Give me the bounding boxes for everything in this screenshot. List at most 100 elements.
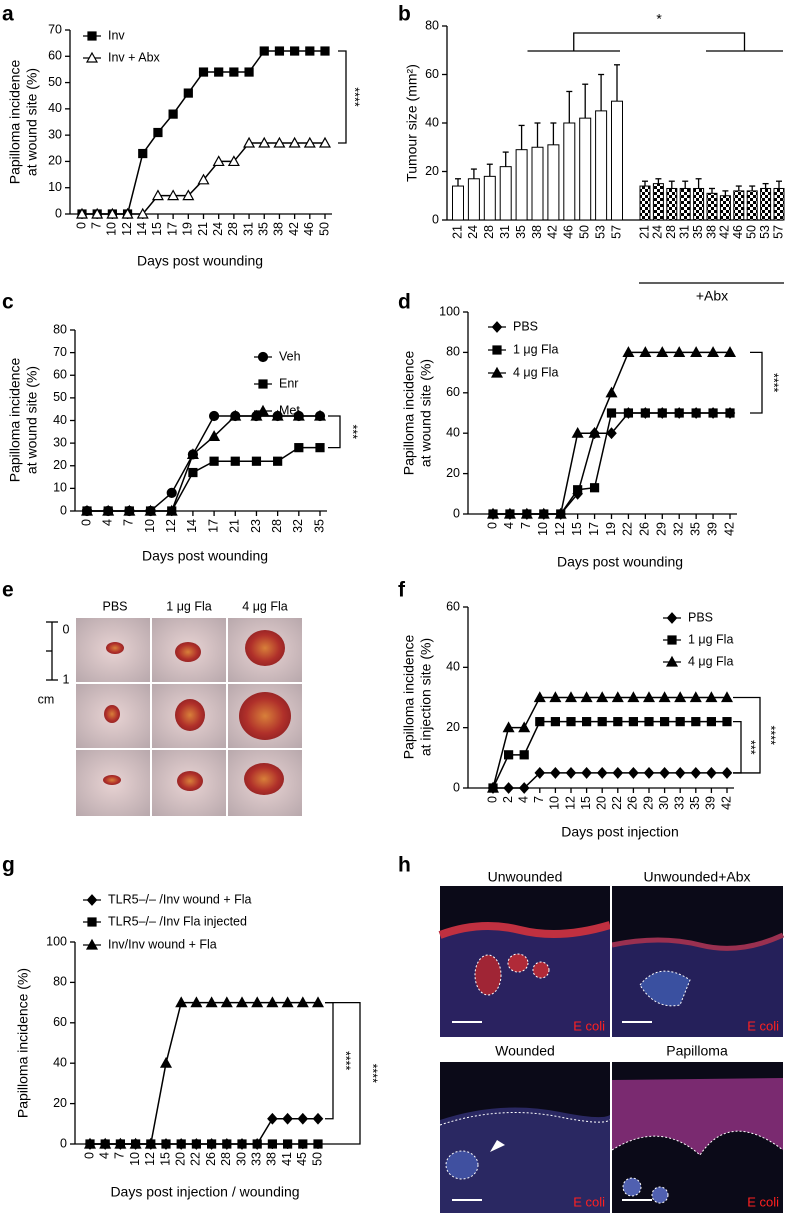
- marker: [605, 386, 618, 398]
- y-tick-label: 20: [446, 466, 460, 480]
- marker: [303, 136, 316, 148]
- y-tick-label: 70: [53, 345, 67, 359]
- x-tick-label: 26: [638, 522, 652, 536]
- y-tick-label: 40: [446, 660, 460, 674]
- y-tick-label: 70: [48, 22, 62, 36]
- marker: [490, 366, 504, 378]
- x-tick-label: 4: [100, 519, 114, 526]
- x-tick-label: 42: [287, 222, 301, 236]
- marker: [597, 717, 607, 727]
- bar: [679, 187, 691, 221]
- marker: [165, 504, 178, 516]
- marker: [533, 691, 546, 703]
- x-tick-label: 30: [234, 1152, 248, 1166]
- marker: [580, 691, 593, 703]
- x-tick-label: 57: [609, 225, 623, 239]
- marker: [292, 409, 305, 421]
- marker: [123, 504, 136, 516]
- x-tick-label: 15: [158, 1152, 172, 1166]
- y-tick-label: 80: [425, 18, 439, 32]
- x-tick-label: 50: [310, 1152, 324, 1166]
- series-line: [492, 720, 727, 789]
- marker: [657, 408, 667, 418]
- marker: [311, 996, 325, 1008]
- marker: [674, 691, 687, 703]
- panel-letter: a: [2, 3, 14, 26]
- x-tick-label: 39: [704, 796, 718, 810]
- marker: [198, 67, 209, 77]
- marker: [188, 467, 198, 478]
- series-line: [493, 772, 727, 789]
- marker: [271, 409, 284, 421]
- marker: [707, 346, 720, 357]
- x-axis-label: Days post injection: [561, 824, 679, 840]
- x-tick-label: 46: [562, 225, 576, 239]
- x-tick-label: 38: [272, 222, 286, 236]
- x-tick-label: 42: [719, 796, 733, 810]
- marker: [565, 767, 577, 779]
- marker: [144, 504, 157, 516]
- marker: [550, 717, 561, 727]
- y-tick-label: 40: [53, 1055, 67, 1069]
- series-line: [492, 696, 727, 789]
- marker: [121, 207, 134, 219]
- marker: [690, 346, 703, 357]
- marker: [282, 1112, 293, 1125]
- scale-label: 1: [63, 672, 70, 686]
- marker: [229, 409, 242, 421]
- marker: [294, 443, 304, 453]
- marker: [589, 483, 600, 493]
- marker: [209, 456, 219, 466]
- marker: [258, 136, 271, 148]
- series-line: [87, 446, 320, 512]
- marker: [305, 46, 315, 56]
- x-tick-label: 24: [651, 225, 665, 239]
- marker: [207, 1139, 217, 1149]
- marker: [136, 207, 149, 219]
- marker: [182, 189, 195, 201]
- legend-label: PBS: [688, 610, 713, 624]
- x-tick-label: 21: [228, 519, 242, 533]
- significance-bracket: [750, 351, 763, 414]
- y-tick-label: 60: [48, 49, 62, 63]
- x-tick-label: 22: [189, 1152, 203, 1166]
- bar: [547, 144, 560, 221]
- marker: [85, 51, 99, 63]
- x-tick-label: 53: [758, 225, 772, 239]
- marker: [175, 996, 188, 1008]
- significance-bracket: [325, 1001, 361, 1145]
- marker: [627, 691, 640, 703]
- legend-label: TLR5–/– /Inv wound + Fla: [108, 892, 252, 906]
- marker: [222, 1139, 232, 1149]
- x-tick-label: 10: [143, 519, 157, 533]
- panel-letter: d: [398, 291, 411, 314]
- marker: [674, 408, 684, 418]
- scale-unit: cm: [38, 692, 55, 706]
- x-tick-label: 38: [530, 225, 544, 239]
- marker: [183, 88, 193, 98]
- marker: [258, 379, 268, 389]
- x-tick-label: 15: [570, 522, 584, 536]
- marker: [99, 1137, 112, 1149]
- x-tick-label: 22: [621, 522, 635, 536]
- marker: [297, 1112, 309, 1125]
- marker: [665, 655, 679, 667]
- column-label: PBS: [102, 599, 127, 613]
- y-tick-label: 20: [446, 720, 460, 734]
- y-tick-label: 80: [53, 975, 67, 989]
- marker: [725, 408, 735, 418]
- stain-label: E coli: [747, 1018, 779, 1033]
- y-tick-label: 0: [432, 212, 439, 226]
- legend-label: Inv/Inv wound + Fla: [108, 937, 217, 951]
- y-tick-label: 50: [53, 390, 67, 404]
- bar: [452, 185, 464, 221]
- marker: [167, 189, 180, 201]
- marker: [643, 767, 655, 779]
- x-tick-label: 15: [150, 222, 164, 236]
- marker: [114, 1137, 127, 1149]
- x-tick-label: 57: [771, 225, 785, 239]
- x-tick-label: 31: [241, 222, 255, 236]
- significance-label: *: [656, 11, 662, 27]
- bar: [563, 122, 576, 221]
- marker: [266, 996, 279, 1008]
